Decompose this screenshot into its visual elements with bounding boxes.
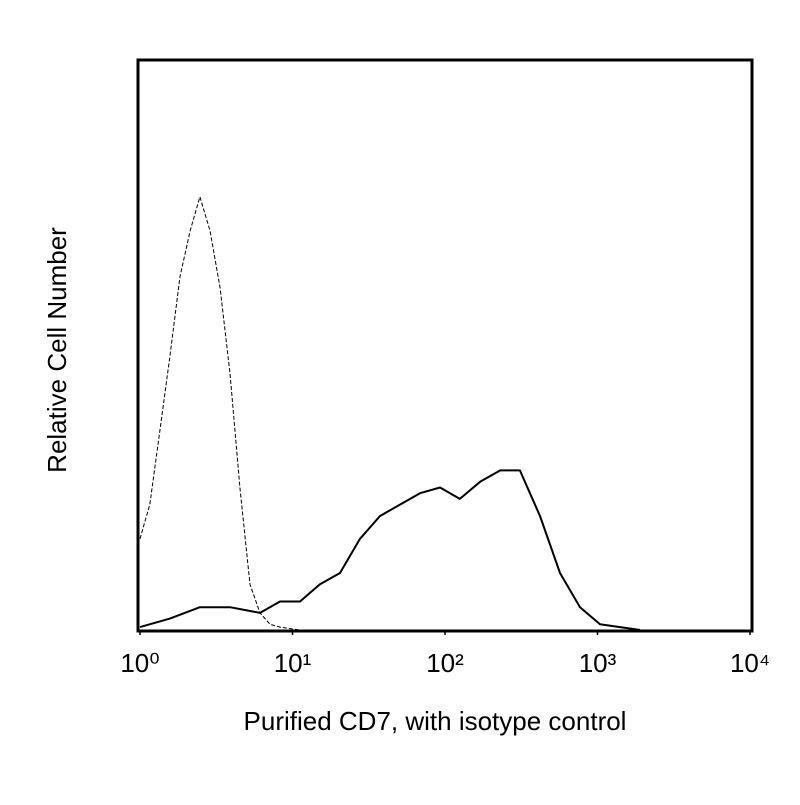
- x-tick-label: 10³: [579, 648, 617, 678]
- x-axis-label: Purified CD7, with isotype control: [244, 706, 627, 736]
- x-tick-label: 10⁰: [120, 648, 159, 678]
- x-tick-label: 10²: [426, 648, 464, 678]
- histogram-line: [139, 469, 641, 631]
- plot-frame: [136, 58, 754, 633]
- y-axis-label: Relative Cell Number: [42, 227, 72, 473]
- x-tick-label: 10⁴: [730, 648, 770, 678]
- x-tick-label: 10¹: [274, 648, 312, 678]
- histogram-line: [139, 196, 301, 631]
